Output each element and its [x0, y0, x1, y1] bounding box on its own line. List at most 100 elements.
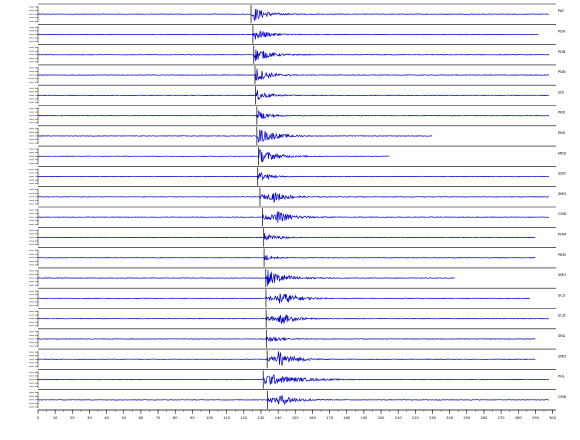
station-label: SMO — [558, 273, 566, 277]
station-label: CMD — [558, 212, 567, 216]
amplitude-scale — [29, 371, 39, 388]
amplitude-scale — [29, 87, 39, 104]
waveform — [37, 8, 550, 21]
waveform — [37, 395, 550, 405]
amplitude-scale — [29, 107, 39, 124]
waveform — [38, 89, 550, 100]
trace-panel: SDI — [29, 84, 564, 105]
amplitude-scale — [29, 168, 39, 185]
x-tick-label: 200 — [378, 416, 386, 420]
x-tick-label: 260 — [481, 416, 489, 420]
time-axis: 0 10 20 30 40 50 60 70 80 90 100 110 120 130 140 150 160… — [37, 409, 557, 420]
waveform — [37, 171, 550, 181]
amplitude-scale — [29, 6, 39, 23]
trace-panel: PHM — [29, 227, 566, 247]
station-label: PHM — [558, 232, 566, 236]
amplitude-scale — [29, 310, 39, 327]
waveform — [37, 149, 390, 163]
x-tick-label: 190 — [360, 416, 368, 420]
waveform — [37, 269, 455, 287]
x-tick-label: 150 — [292, 416, 300, 420]
amplitude-scale — [29, 330, 39, 348]
waveform — [37, 293, 530, 304]
trace-panel: PDH — [29, 23, 566, 44]
trace-panel: SDD — [29, 166, 566, 186]
x-tick-label: 280 — [515, 416, 523, 420]
trace-panel: SMD — [29, 186, 566, 206]
trace-panel: PHL — [29, 369, 565, 389]
station-label: SDD — [558, 172, 566, 176]
x-tick-label: 180 — [343, 416, 351, 420]
trace-panel: CMD — [29, 206, 567, 227]
x-tick-label: 210 — [395, 416, 403, 420]
x-tick-label: 270 — [498, 416, 506, 420]
x-tick-label: 50 — [121, 416, 126, 420]
x-tick-label: 20 — [70, 416, 75, 420]
trace-panel: SRA — [29, 328, 566, 349]
amplitude-scale — [29, 209, 39, 226]
trace-panel: SMO — [29, 267, 566, 288]
amplitude-scale — [29, 229, 39, 246]
station-label: PDN — [558, 70, 566, 74]
amplitude-scale — [29, 351, 39, 368]
x-tick-label: 300 — [549, 416, 557, 420]
station-label: CMB — [558, 395, 567, 399]
waveform — [37, 255, 536, 261]
waveform — [37, 68, 550, 81]
trace-stack: PAF PDH PDB PDN SDI PKD PKB MKD SDD SMD CMD PHM PBM S… — [29, 3, 567, 409]
trace-panel: SCS — [29, 287, 566, 308]
station-label: SMD — [558, 192, 566, 196]
x-tick-label: 140 — [275, 416, 283, 420]
station-label: MKD — [558, 151, 566, 155]
x-tick-label: 70 — [156, 416, 161, 420]
amplitude-scale — [29, 188, 39, 205]
station-label: PKB — [558, 131, 566, 135]
trace-panel: CMB — [29, 389, 567, 409]
station-label: PDH — [558, 29, 566, 33]
amplitude-scale — [29, 148, 39, 165]
x-tick-label: 60 — [139, 416, 144, 420]
x-tick-label: 110 — [223, 416, 231, 420]
x-tick-label: 240 — [446, 416, 454, 420]
trace-panel: SMD — [29, 348, 566, 369]
x-tick-label: 160 — [309, 416, 317, 420]
waveform — [37, 30, 539, 40]
waveform — [37, 129, 433, 144]
x-tick-label: 30 — [87, 416, 92, 420]
waveform — [38, 210, 549, 223]
x-tick-label: 90 — [190, 416, 195, 420]
trace-panel: PKB — [29, 125, 566, 146]
station-label: SCS — [558, 293, 566, 297]
station-label: SRA — [558, 334, 566, 338]
x-tick-label: 10 — [53, 416, 58, 420]
station-label: SMD — [558, 354, 566, 358]
station-label: SDI — [558, 90, 564, 94]
amplitude-scale — [29, 46, 39, 63]
x-tick-label: 290 — [532, 416, 540, 420]
waveform — [37, 335, 536, 342]
waveform — [37, 109, 550, 119]
trace-panel: SCD — [29, 308, 566, 328]
waveform — [38, 232, 536, 241]
amplitude-scale — [29, 127, 39, 145]
station-label: PDB — [558, 50, 566, 54]
amplitude-scale — [29, 66, 39, 84]
station-label: PHL — [558, 375, 565, 379]
x-tick-label: 230 — [429, 416, 437, 420]
x-tick-label: 0 — [37, 416, 40, 420]
amplitude-scale — [29, 269, 39, 287]
amplitude-scale — [29, 249, 39, 266]
station-label: SCD — [558, 314, 566, 318]
trace-panel: PDN — [29, 64, 566, 85]
waveform — [37, 314, 550, 325]
waveform — [37, 351, 536, 366]
x-tick-label: 220 — [412, 416, 420, 420]
x-tick-label: 170 — [326, 416, 334, 420]
trace-panel: PBM — [29, 247, 566, 267]
waveform — [37, 192, 550, 204]
station-label: PKD — [558, 111, 566, 115]
x-tick-label: 130 — [258, 416, 266, 420]
x-tick-label: 40 — [104, 416, 109, 420]
station-label: PBM — [558, 253, 566, 257]
